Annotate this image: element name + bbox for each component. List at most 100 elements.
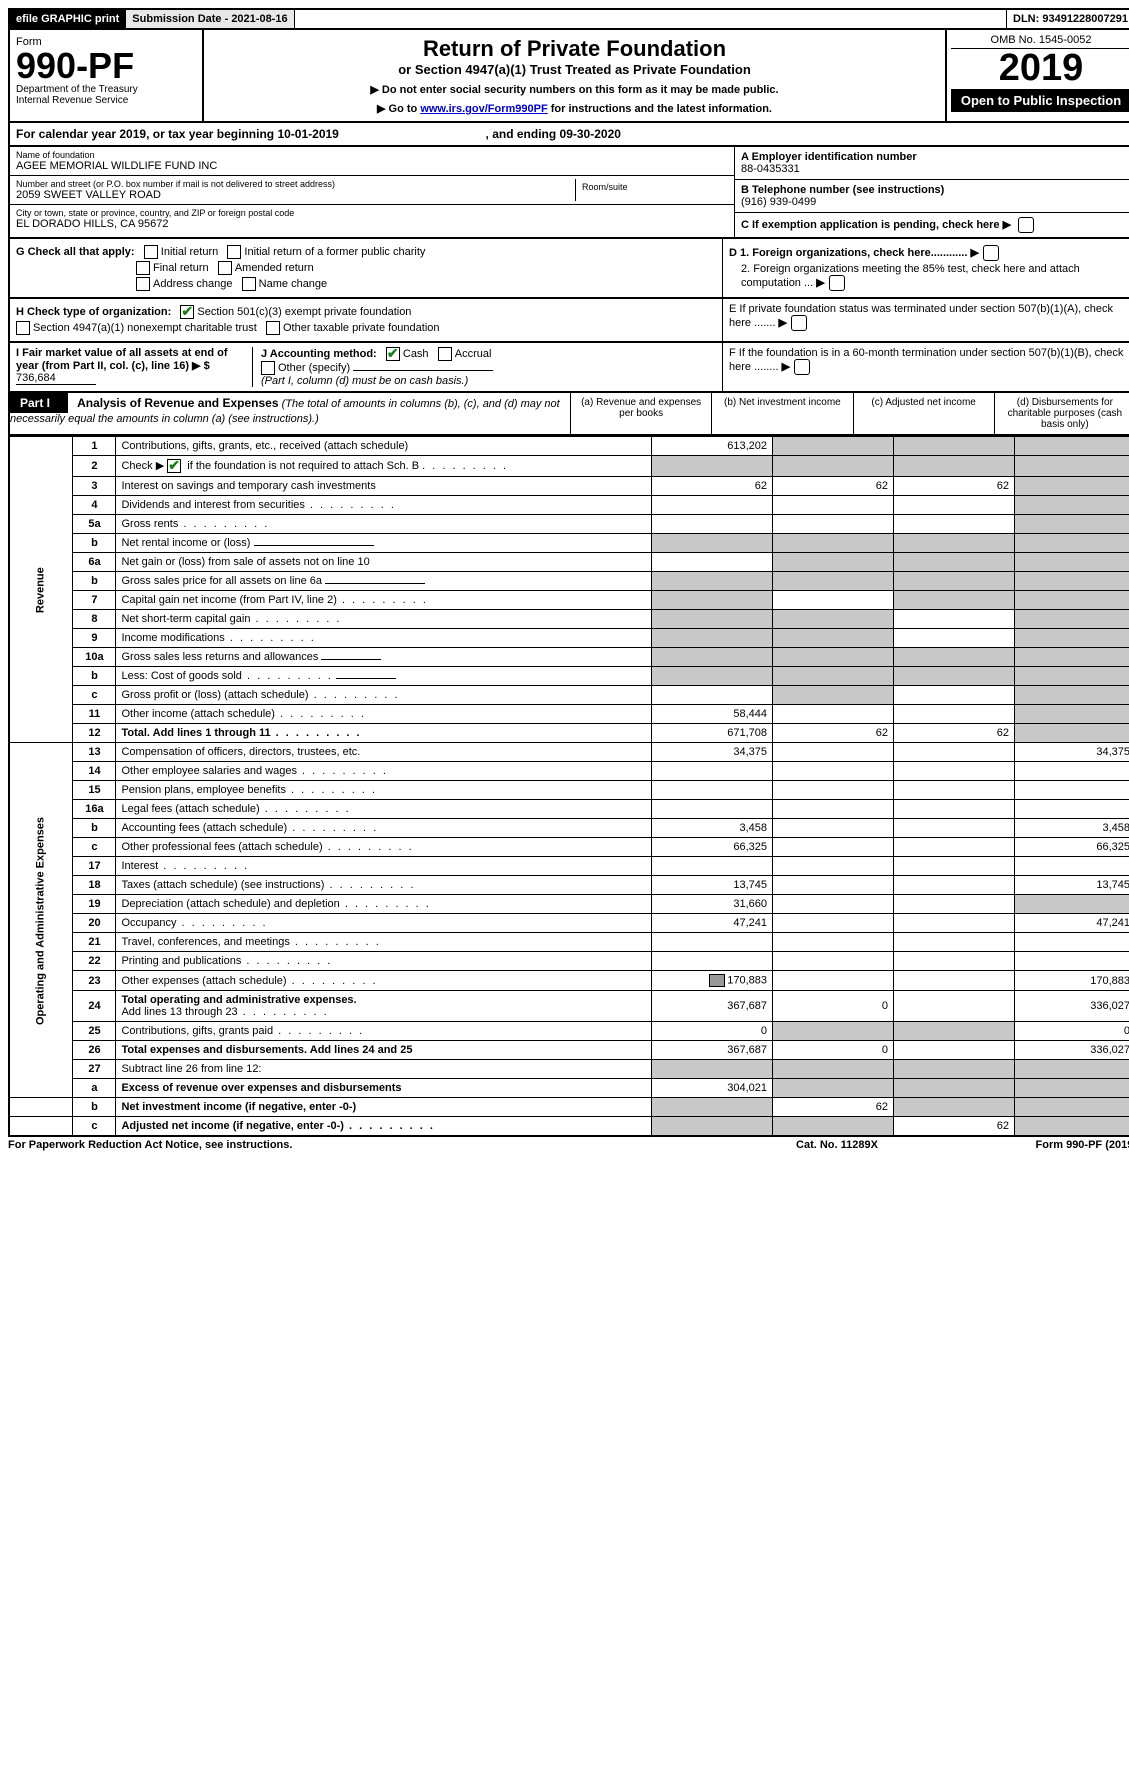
table-row: 3 Interest on savings and temporary cash… xyxy=(9,477,1129,496)
line-desc: Contributions, gifts, grants paid xyxy=(116,1022,652,1041)
checkbox-initial-return[interactable] xyxy=(144,245,158,259)
col-d xyxy=(1015,496,1129,515)
arrow-icon: ▶ xyxy=(782,361,790,373)
lineno: 11 xyxy=(73,705,116,724)
r21-txt: Travel, conferences, and meetings xyxy=(121,936,289,948)
col-b-header: (b) Net investment income xyxy=(711,393,852,434)
table-row: Operating and Administrative Expenses 13… xyxy=(9,743,1129,762)
line-desc: Pension plans, employee benefits xyxy=(116,781,652,800)
col-c xyxy=(894,591,1015,610)
lineno: b xyxy=(73,1098,116,1117)
efile-button[interactable]: efile GRAPHIC print xyxy=(10,10,126,28)
col-b xyxy=(773,971,894,991)
d2-label: 2. Foreign organizations meeting the 85%… xyxy=(741,263,1080,289)
r23-val: 170,883 xyxy=(727,975,767,987)
checkbox-accrual[interactable] xyxy=(438,347,452,361)
table-row: a Excess of revenue over expenses and di… xyxy=(9,1079,1129,1098)
col-c xyxy=(894,1079,1015,1098)
table-row: 24 Total operating and administrative ex… xyxy=(9,991,1129,1022)
col-a: 3,458 xyxy=(652,819,773,838)
r10c-txt: Gross profit or (loss) (attach schedule) xyxy=(121,689,308,701)
spacer xyxy=(295,10,1007,28)
form-subtitle: or Section 4947(a)(1) Trust Treated as P… xyxy=(216,62,933,77)
col-a xyxy=(652,648,773,667)
col-a xyxy=(652,1060,773,1079)
part1-title-cell: Part I Analysis of Revenue and Expenses … xyxy=(10,393,570,434)
col-d-header: (d) Disbursements for charitable purpose… xyxy=(994,393,1129,434)
checkbox-cash[interactable] xyxy=(386,347,400,361)
line-desc: Other income (attach schedule) xyxy=(116,705,652,724)
col-c xyxy=(894,456,1015,477)
col-d xyxy=(1015,667,1129,686)
lineno: 4 xyxy=(73,496,116,515)
line-desc: Occupancy xyxy=(116,914,652,933)
checkbox-amended[interactable] xyxy=(218,261,232,275)
g-o2: Initial return of a former public charit… xyxy=(244,246,425,258)
col-c xyxy=(894,914,1015,933)
col-c xyxy=(894,971,1015,991)
lineno: 1 xyxy=(73,437,116,456)
g-row3: Address change Name change xyxy=(16,277,716,291)
checkbox-d1[interactable] xyxy=(983,245,999,261)
lineno: 21 xyxy=(73,933,116,952)
col-b xyxy=(773,1117,894,1137)
room-cell: Room/suite xyxy=(576,179,728,201)
footer-left: For Paperwork Reduction Act Notice, see … xyxy=(8,1139,737,1151)
part1-title: Analysis of Revenue and Expenses xyxy=(77,396,278,410)
r6b-txt: Gross sales price for all assets on line… xyxy=(121,575,322,587)
lineno: 19 xyxy=(73,895,116,914)
checkbox-d2[interactable] xyxy=(829,275,845,291)
g-o3: Final return xyxy=(153,262,209,274)
col-c xyxy=(894,686,1015,705)
col-d xyxy=(1015,437,1129,456)
col-d: 3,458 xyxy=(1015,819,1129,838)
line-desc: Printing and publications xyxy=(116,952,652,971)
lineno: 16a xyxy=(73,800,116,819)
col-c xyxy=(894,952,1015,971)
irs-link[interactable]: www.irs.gov/Form990PF xyxy=(420,103,547,115)
col-b xyxy=(773,838,894,857)
cal-pre: For calendar year 2019, or tax year begi… xyxy=(16,127,277,141)
checkbox-other-taxable[interactable] xyxy=(266,321,280,335)
h-o3: Other taxable private foundation xyxy=(283,322,440,334)
lineno: 27 xyxy=(73,1060,116,1079)
g-label: G Check all that apply: xyxy=(16,246,135,258)
dots xyxy=(305,499,396,511)
checkbox-address-change[interactable] xyxy=(136,277,150,291)
form-note1: ▶ Do not enter social security numbers o… xyxy=(216,83,933,96)
col-d xyxy=(1015,648,1129,667)
r25-txt: Contributions, gifts, grants paid xyxy=(121,1025,273,1037)
line-desc: Total. Add lines 1 through 11 xyxy=(116,724,652,743)
col-d xyxy=(1015,724,1129,743)
col-c xyxy=(894,1098,1015,1117)
checkbox-final-return[interactable] xyxy=(136,261,150,275)
checkbox-501c3[interactable] xyxy=(180,305,194,319)
checkbox-sch-b[interactable] xyxy=(167,459,181,473)
checkbox-other-method[interactable] xyxy=(261,361,275,375)
checkbox-c[interactable] xyxy=(1018,217,1034,233)
lineno: 3 xyxy=(73,477,116,496)
col-c xyxy=(894,819,1015,838)
attachment-icon[interactable] xyxy=(709,974,725,987)
form-header: Form 990-PF Department of the Treasury I… xyxy=(8,30,1129,123)
line-desc: Adjusted net income (if negative, enter … xyxy=(116,1117,652,1137)
col-d: 170,883 xyxy=(1015,971,1129,991)
checkbox-4947[interactable] xyxy=(16,321,30,335)
line-desc: Net gain or (loss) from sale of assets n… xyxy=(116,553,652,572)
col-d xyxy=(1015,857,1129,876)
checkbox-initial-former[interactable] xyxy=(227,245,241,259)
checkbox-e[interactable] xyxy=(791,315,807,331)
table-row: 7 Capital gain net income (from Part IV,… xyxy=(9,591,1129,610)
spacer xyxy=(9,1117,73,1137)
footer-cat: Cat. No. 11289X xyxy=(737,1139,937,1151)
g-row2: Final return Amended return xyxy=(16,261,716,275)
checkbox-name-change[interactable] xyxy=(242,277,256,291)
checkbox-f[interactable] xyxy=(794,359,810,375)
col-c xyxy=(894,572,1015,591)
col-b: 62 xyxy=(773,477,894,496)
lineno: b xyxy=(73,819,116,838)
col-c: 62 xyxy=(894,477,1015,496)
dots xyxy=(178,518,269,530)
identity-block: Name of foundation AGEE MEMORIAL WILDLIF… xyxy=(8,147,1129,239)
col-c xyxy=(894,553,1015,572)
